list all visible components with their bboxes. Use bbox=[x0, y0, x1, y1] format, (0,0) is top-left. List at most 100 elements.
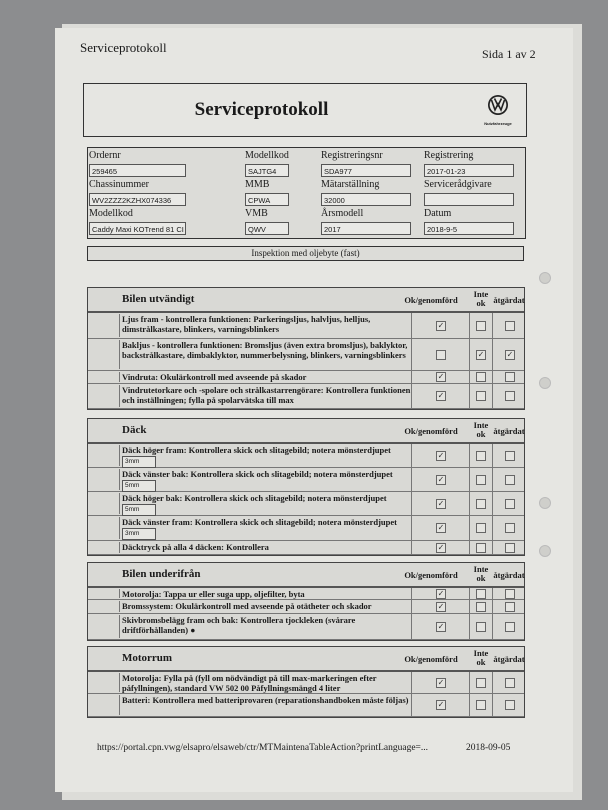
checkbox-fixed[interactable] bbox=[505, 700, 515, 710]
divider bbox=[492, 384, 493, 408]
row-text: Bakljus - kontrollera funktionen: Bromsl… bbox=[122, 340, 408, 360]
checklist-row: Motorolja: Fylla på (fyll om nödvändigt … bbox=[88, 672, 524, 694]
checkbox-not_ok[interactable] bbox=[476, 542, 486, 553]
checkbox-fixed[interactable] bbox=[505, 498, 515, 509]
checkbox-not_ok[interactable] bbox=[476, 523, 486, 533]
checkbox-not_ok[interactable]: ✓ bbox=[476, 349, 486, 360]
vw-logo: Nutzfahrzeuge bbox=[478, 94, 518, 126]
field-label: VMB bbox=[245, 208, 268, 219]
divider bbox=[411, 468, 412, 491]
tread-depth-field[interactable]: 5mm bbox=[122, 480, 156, 492]
checkbox-fixed[interactable] bbox=[505, 474, 515, 485]
field-label: Mätarställning bbox=[321, 179, 380, 190]
checklist-row: Bakljus - kontrollera funktionen: Bromsl… bbox=[88, 339, 524, 371]
divider bbox=[492, 444, 493, 467]
checkbox-fixed[interactable] bbox=[505, 320, 515, 331]
row-text-cell: Vindrutetorkare och -spolare och strålka… bbox=[119, 385, 412, 407]
checkbox-fixed[interactable] bbox=[505, 588, 515, 599]
checklist-row: Motorolja: Tappa ur eller suga upp, olje… bbox=[88, 588, 524, 600]
checkbox-ok[interactable]: ✓ bbox=[436, 450, 446, 461]
checkbox-fixed[interactable] bbox=[505, 601, 515, 612]
checkbox-fixed[interactable] bbox=[505, 372, 515, 382]
checkbox-not_ok[interactable] bbox=[476, 320, 486, 331]
section-bilen-utvändigt: Bilen utvändigt Ok/genomförd Inte ok åtgärd… bbox=[87, 287, 525, 410]
checkbox-not_ok[interactable] bbox=[476, 450, 486, 461]
divider bbox=[492, 588, 493, 599]
section-bilen-underifrån: Bilen underifrån Ok/genomförd Inte ok åtgär… bbox=[87, 562, 525, 641]
inspection-type: Inspektion med oljebyte (fast) bbox=[87, 246, 524, 261]
checkbox-fixed[interactable] bbox=[505, 391, 515, 401]
checkbox-not_ok[interactable] bbox=[476, 391, 486, 401]
checkbox-ok[interactable]: ✓ bbox=[436, 677, 446, 688]
checkbox-fixed[interactable] bbox=[505, 542, 515, 553]
row-text-cell: Bromssystem: Okulärkontroll med avseende… bbox=[119, 601, 412, 612]
checkbox-ok[interactable]: ✓ bbox=[436, 588, 446, 599]
tread-depth-field[interactable]: 3mm bbox=[122, 456, 156, 468]
row-text: Motorolja: Tappa ur eller suga upp, olje… bbox=[122, 589, 305, 599]
col-not-ok: Inte ok bbox=[473, 420, 489, 439]
field-label: Årsmodell bbox=[321, 208, 364, 219]
section-title: Bilen underifrån bbox=[122, 568, 201, 580]
field-value: 2017-01-23 bbox=[424, 164, 514, 177]
row-text-cell: Bakljus - kontrollera funktionen: Bromsl… bbox=[119, 340, 412, 369]
footer-url: https://portal.cpn.vwg/elsapro/elsaweb/c… bbox=[97, 743, 429, 753]
checkbox-not_ok[interactable] bbox=[476, 474, 486, 485]
checkbox-fixed[interactable] bbox=[505, 677, 515, 688]
field-label: Datum bbox=[424, 208, 452, 219]
checkbox-ok[interactable]: ✓ bbox=[436, 498, 446, 509]
checkbox-not_ok[interactable] bbox=[476, 588, 486, 599]
checkbox-fixed[interactable]: ✓ bbox=[505, 349, 515, 360]
row-text: Däcktryck på alla 4 däcken: Kontrollera bbox=[122, 542, 269, 552]
divider bbox=[411, 694, 412, 716]
checkbox-not_ok[interactable] bbox=[476, 498, 486, 509]
section-header: Motorrum Ok/genomförd Inte ok åtgärdat bbox=[88, 647, 525, 672]
row-text: Vindrutetorkare och -spolare och strålka… bbox=[122, 385, 411, 405]
checklist-row: Däck höger fram: Kontrollera skick och s… bbox=[88, 444, 524, 468]
field-value bbox=[424, 193, 514, 206]
checkbox-not_ok[interactable] bbox=[476, 372, 486, 382]
checkbox-ok[interactable]: ✓ bbox=[436, 542, 446, 553]
divider bbox=[492, 614, 493, 639]
checkbox-not_ok[interactable] bbox=[476, 621, 486, 632]
field-value: 259465 bbox=[89, 164, 186, 177]
checkbox-fixed[interactable] bbox=[505, 523, 515, 533]
tread-depth-field[interactable]: 3mm bbox=[122, 528, 156, 540]
divider bbox=[492, 694, 493, 716]
checkbox-ok[interactable]: ✓ bbox=[436, 700, 446, 710]
divider bbox=[469, 694, 470, 716]
tread-depth-field[interactable]: 5mm bbox=[122, 504, 156, 516]
field-value: WV2ZZZ2KZHX074336 bbox=[89, 193, 186, 206]
col-ok: Ok/genomförd bbox=[404, 654, 458, 664]
divider bbox=[492, 339, 493, 370]
col-fixed: åtgärdat bbox=[493, 295, 525, 305]
divider bbox=[411, 541, 412, 554]
field-value: Caddy Maxi KOTrend 81 CI bbox=[89, 222, 186, 235]
field-value: 2018-9-5 bbox=[424, 222, 514, 235]
field-label: Modellkod bbox=[245, 150, 289, 161]
checkbox-fixed[interactable] bbox=[505, 450, 515, 461]
checkbox-fixed[interactable] bbox=[505, 621, 515, 632]
checkbox-not_ok[interactable] bbox=[476, 700, 486, 710]
checkbox-not_ok[interactable] bbox=[476, 677, 486, 688]
checkbox-not_ok[interactable] bbox=[476, 601, 486, 612]
checklist-row: Skivbromsbelägg fram och bak: Kontroller… bbox=[88, 614, 524, 640]
checkbox-ok[interactable]: ✓ bbox=[436, 372, 446, 382]
divider bbox=[469, 614, 470, 639]
checkbox-ok[interactable]: ✓ bbox=[436, 391, 446, 401]
checkbox-ok[interactable]: ✓ bbox=[436, 621, 446, 632]
page-header-title: Serviceprotokoll bbox=[80, 40, 167, 55]
row-text-cell: Däck vänster fram: Kontrollera skick och… bbox=[119, 517, 412, 540]
divider bbox=[469, 371, 470, 383]
row-text-cell: Batteri: Kontrollera med batteriprovaren… bbox=[119, 695, 412, 715]
vw-logo-icon bbox=[488, 95, 508, 115]
logo-text: Nutzfahrzeuge bbox=[484, 121, 512, 126]
page-number: Sida 1 av 2 bbox=[482, 47, 536, 61]
checkbox-ok[interactable]: ✓ bbox=[436, 320, 446, 331]
checkbox-ok[interactable]: ✓ bbox=[436, 523, 446, 533]
checkbox-ok[interactable]: ✓ bbox=[436, 601, 446, 612]
checkbox-ok[interactable]: ✓ bbox=[436, 474, 446, 485]
divider bbox=[411, 492, 412, 515]
divider bbox=[492, 371, 493, 383]
checkbox-ok[interactable] bbox=[436, 349, 446, 360]
divider bbox=[411, 672, 412, 693]
